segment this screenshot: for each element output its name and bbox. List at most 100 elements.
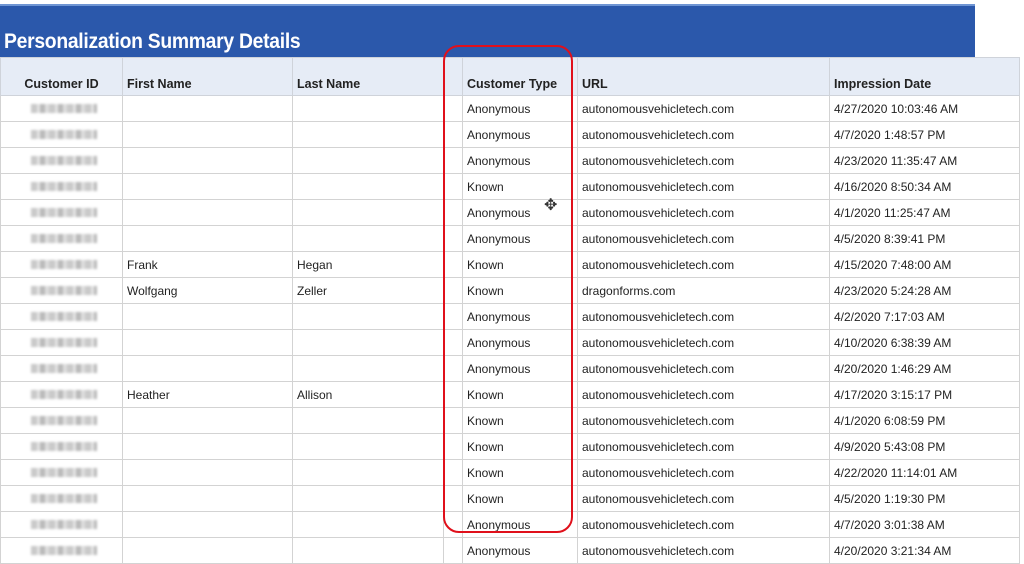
table-row[interactable]: Anonymous autonomousvehicletech.com 4/1/… xyxy=(0,199,1020,226)
customer-id-cell xyxy=(0,121,123,148)
table-row[interactable]: Anonymous autonomousvehicletech.com 4/7/… xyxy=(0,511,1020,538)
column-header-impression-date[interactable]: Impression Date xyxy=(829,57,1020,96)
redacted-customer-id xyxy=(31,259,97,269)
customer-type-cell: Anonymous xyxy=(462,199,578,226)
last-name-cell xyxy=(292,199,444,226)
redacted-customer-id xyxy=(31,207,97,217)
first-name-cell: Frank xyxy=(122,251,293,278)
summary-table: Customer ID First Name Last Name Custome… xyxy=(0,57,1020,564)
first-name-cell xyxy=(122,485,293,512)
customer-id-cell xyxy=(0,147,123,174)
table-row[interactable]: Anonymous autonomousvehicletech.com 4/2/… xyxy=(0,303,1020,330)
table-row[interactable]: Anonymous autonomousvehicletech.com 4/10… xyxy=(0,329,1020,356)
table-row[interactable]: Anonymous autonomousvehicletech.com 4/5/… xyxy=(0,225,1020,252)
last-name-cell: Hegan xyxy=(292,251,444,278)
last-name-cell xyxy=(292,485,444,512)
spacer-cell xyxy=(443,485,463,512)
customer-type-cell: Known xyxy=(462,173,578,200)
last-name-cell xyxy=(292,459,444,486)
impression-date-cell: 4/10/2020 6:38:39 AM xyxy=(829,329,1020,356)
url-cell: autonomousvehicletech.com xyxy=(577,251,830,278)
table-row[interactable]: Known autonomousvehicletech.com 4/1/2020… xyxy=(0,407,1020,434)
spacer-cell xyxy=(443,537,463,564)
customer-type-cell: Anonymous xyxy=(462,329,578,356)
table-row[interactable]: Heather Allison Known autonomousvehiclet… xyxy=(0,381,1020,408)
url-cell: autonomousvehicletech.com xyxy=(577,407,830,434)
table-header-row: Customer ID First Name Last Name Custome… xyxy=(0,57,1020,96)
customer-id-cell xyxy=(0,277,123,304)
customer-type-cell: Anonymous xyxy=(462,95,578,122)
column-header-customer-type[interactable]: Customer Type xyxy=(462,57,578,96)
last-name-cell xyxy=(292,173,444,200)
customer-type-cell: Known xyxy=(462,407,578,434)
customer-id-cell xyxy=(0,433,123,460)
table-row[interactable]: Known autonomousvehicletech.com 4/5/2020… xyxy=(0,485,1020,512)
table-row[interactable]: Anonymous autonomousvehicletech.com 4/7/… xyxy=(0,121,1020,148)
column-header-last-name[interactable]: Last Name xyxy=(292,57,444,96)
url-cell: autonomousvehicletech.com xyxy=(577,121,830,148)
impression-date-cell: 4/17/2020 3:15:17 PM xyxy=(829,381,1020,408)
customer-id-cell xyxy=(0,355,123,382)
last-name-cell xyxy=(292,511,444,538)
move-cursor-icon: ✥ xyxy=(544,197,558,214)
impression-date-cell: 4/16/2020 8:50:34 AM xyxy=(829,173,1020,200)
first-name-cell xyxy=(122,537,293,564)
spacer-cell xyxy=(443,329,463,356)
last-name-cell xyxy=(292,121,444,148)
impression-date-cell: 4/2/2020 7:17:03 AM xyxy=(829,303,1020,330)
url-cell: autonomousvehicletech.com xyxy=(577,537,830,564)
table-row[interactable]: Known autonomousvehicletech.com 4/16/202… xyxy=(0,173,1020,200)
customer-id-cell xyxy=(0,95,123,122)
customer-id-cell xyxy=(0,381,123,408)
customer-id-cell xyxy=(0,303,123,330)
column-header-first-name[interactable]: First Name xyxy=(122,57,293,96)
redacted-customer-id xyxy=(31,389,97,399)
first-name-cell xyxy=(122,407,293,434)
customer-type-cell: Anonymous xyxy=(462,537,578,564)
first-name-cell xyxy=(122,303,293,330)
url-cell: autonomousvehicletech.com xyxy=(577,485,830,512)
impression-date-cell: 4/7/2020 1:48:57 PM xyxy=(829,121,1020,148)
last-name-cell xyxy=(292,95,444,122)
url-cell: autonomousvehicletech.com xyxy=(577,147,830,174)
impression-date-cell: 4/9/2020 5:43:08 PM xyxy=(829,433,1020,460)
customer-type-cell: Anonymous xyxy=(462,147,578,174)
customer-type-cell: Anonymous xyxy=(462,355,578,382)
customer-id-cell xyxy=(0,225,123,252)
table-row[interactable]: Anonymous autonomousvehicletech.com 4/23… xyxy=(0,147,1020,174)
column-header-customer-id[interactable]: Customer ID xyxy=(0,57,123,96)
spacer-cell xyxy=(443,121,463,148)
table-row[interactable]: Anonymous autonomousvehicletech.com 4/20… xyxy=(0,537,1020,564)
url-cell: autonomousvehicletech.com xyxy=(577,199,830,226)
customer-id-cell xyxy=(0,459,123,486)
customer-id-cell xyxy=(0,537,123,564)
url-cell: autonomousvehicletech.com xyxy=(577,95,830,122)
last-name-cell xyxy=(292,303,444,330)
redacted-customer-id xyxy=(31,493,97,503)
table-row[interactable]: Known autonomousvehicletech.com 4/22/202… xyxy=(0,459,1020,486)
table-row[interactable]: Known autonomousvehicletech.com 4/9/2020… xyxy=(0,433,1020,460)
url-cell: autonomousvehicletech.com xyxy=(577,225,830,252)
url-cell: autonomousvehicletech.com xyxy=(577,459,830,486)
table-row[interactable]: Anonymous autonomousvehicletech.com 4/20… xyxy=(0,355,1020,382)
first-name-cell xyxy=(122,199,293,226)
impression-date-cell: 4/15/2020 7:48:00 AM xyxy=(829,251,1020,278)
table-row[interactable]: Frank Hegan Known autonomousvehicletech.… xyxy=(0,251,1020,278)
last-name-cell xyxy=(292,147,444,174)
report-banner: Personalization Summary Details xyxy=(0,4,975,57)
customer-type-cell: Anonymous xyxy=(462,225,578,252)
impression-date-cell: 4/22/2020 11:14:01 AM xyxy=(829,459,1020,486)
redacted-customer-id xyxy=(31,233,97,243)
table-row[interactable]: Anonymous autonomousvehicletech.com 4/27… xyxy=(0,95,1020,122)
last-name-cell xyxy=(292,225,444,252)
redacted-customer-id xyxy=(31,311,97,321)
table-row[interactable]: Wolfgang Zeller Known dragonforms.com 4/… xyxy=(0,277,1020,304)
url-cell: autonomousvehicletech.com xyxy=(577,511,830,538)
spacer-cell xyxy=(443,251,463,278)
spacer-cell xyxy=(443,459,463,486)
column-header-url[interactable]: URL xyxy=(577,57,830,96)
spacer-cell xyxy=(443,381,463,408)
customer-id-cell xyxy=(0,199,123,226)
url-cell: autonomousvehicletech.com xyxy=(577,173,830,200)
customer-type-cell: Known xyxy=(462,277,578,304)
